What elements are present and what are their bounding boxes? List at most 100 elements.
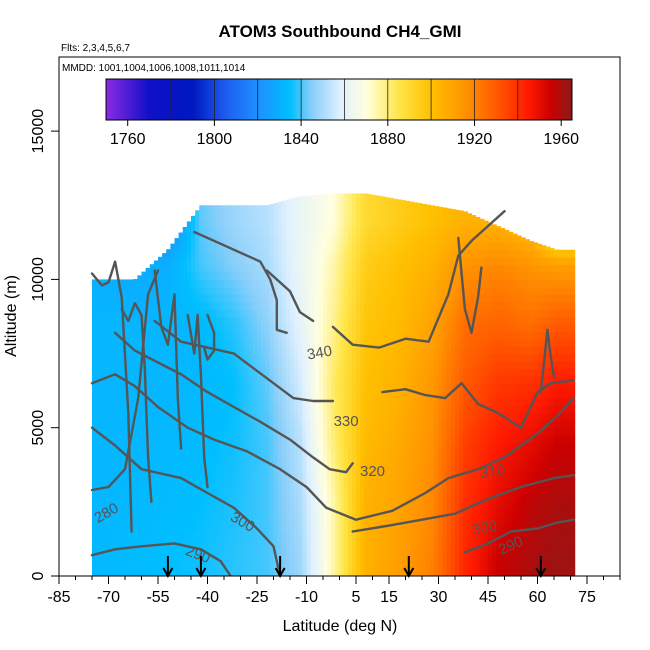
heatmap-cell xyxy=(215,561,221,570)
heatmap-cell xyxy=(327,301,332,310)
heatmap-cell xyxy=(108,516,114,525)
heatmap-cell xyxy=(339,360,345,369)
heatmap-cell xyxy=(492,286,497,295)
heatmap-cell xyxy=(327,323,332,332)
heatmap-cell xyxy=(191,331,196,340)
heatmap-cell xyxy=(290,457,295,466)
heatmap-cell xyxy=(368,294,374,303)
heatmap-cell xyxy=(108,375,114,384)
heatmap-cell xyxy=(405,249,411,258)
heatmap-cell xyxy=(162,442,167,451)
heatmap-cell xyxy=(450,405,456,414)
heatmap-cell xyxy=(364,509,369,518)
heatmap-cell xyxy=(434,501,440,510)
heatmap-cell xyxy=(380,264,386,273)
heatmap-cell xyxy=(277,398,283,407)
heatmap-cell xyxy=(393,294,398,303)
heatmap-cell xyxy=(203,375,209,384)
heatmap-cell xyxy=(376,472,382,481)
heatmap-cell xyxy=(100,546,105,555)
heatmap-cell xyxy=(290,516,295,525)
heatmap-cell xyxy=(430,331,435,340)
heatmap-cell xyxy=(228,242,233,251)
heatmap-cell xyxy=(376,279,382,288)
heatmap-cell xyxy=(438,242,444,251)
heatmap-cell xyxy=(248,264,254,273)
heatmap-cell xyxy=(178,242,184,251)
heatmap-cell xyxy=(166,509,171,518)
heatmap-cell xyxy=(310,412,316,421)
heatmap-cell xyxy=(112,346,118,355)
heatmap-cell xyxy=(252,272,258,281)
heatmap-cell xyxy=(290,309,295,318)
heatmap-cell xyxy=(488,568,493,576)
heatmap-cell xyxy=(504,464,510,473)
heatmap-cell xyxy=(413,398,419,407)
heatmap-cell xyxy=(162,568,167,576)
heatmap-cell xyxy=(224,487,229,496)
heatmap-cell xyxy=(298,472,303,481)
heatmap-cell xyxy=(384,561,390,570)
heatmap-cell xyxy=(290,316,295,325)
heatmap-cell xyxy=(158,442,163,451)
heatmap-cell xyxy=(450,264,456,273)
heatmap-cell xyxy=(215,435,221,444)
heatmap-cell xyxy=(475,346,481,355)
heatmap-cell xyxy=(360,509,365,518)
heatmap-cell xyxy=(492,338,497,347)
heatmap-cell xyxy=(409,390,415,399)
heatmap-cell xyxy=(401,457,407,466)
heatmap-cell xyxy=(207,257,213,266)
heatmap-cell xyxy=(347,286,353,295)
heatmap-cell xyxy=(228,427,233,436)
heatmap-cell xyxy=(434,509,440,518)
heatmap-cell xyxy=(318,561,324,570)
heatmap-cell xyxy=(397,383,402,392)
heatmap-cell xyxy=(409,279,415,288)
heatmap-cell xyxy=(257,524,262,533)
heatmap-cell xyxy=(430,294,435,303)
heatmap-cell xyxy=(310,442,316,451)
heatmap-cell xyxy=(463,524,468,533)
heatmap-cell xyxy=(257,360,262,369)
heatmap-cell xyxy=(372,464,378,473)
heatmap-cell xyxy=(182,368,188,377)
heatmap-cell xyxy=(207,524,213,533)
heatmap-cell xyxy=(351,383,357,392)
heatmap-cell xyxy=(397,331,402,340)
heatmap-cell xyxy=(446,220,452,229)
heatmap-cell xyxy=(318,234,324,243)
heatmap-cell xyxy=(409,457,415,466)
heatmap-cell xyxy=(409,201,415,206)
heatmap-cell xyxy=(104,316,110,325)
heatmap-cell xyxy=(422,524,427,533)
heatmap-cell xyxy=(244,538,250,547)
heatmap-cell xyxy=(314,568,320,576)
heatmap-cell xyxy=(265,420,270,429)
heatmap-cell xyxy=(455,457,460,466)
heatmap-cell xyxy=(343,501,349,510)
heatmap-cell xyxy=(182,390,188,399)
heatmap-cell xyxy=(310,390,316,399)
heatmap-cell xyxy=(463,353,468,362)
heatmap-cell xyxy=(450,524,456,533)
heatmap-cell xyxy=(285,220,291,229)
heatmap-cell xyxy=(430,479,435,488)
heatmap-cell xyxy=(191,360,196,369)
heatmap-cell xyxy=(236,360,242,369)
heatmap-cell xyxy=(236,279,242,288)
heatmap-cell xyxy=(92,412,97,421)
heatmap-cell xyxy=(467,479,473,488)
heatmap-cell xyxy=(186,457,192,466)
heatmap-cell xyxy=(162,257,167,266)
heatmap-cell xyxy=(244,531,250,540)
heatmap-cell xyxy=(347,279,353,288)
heatmap-cell xyxy=(219,368,225,377)
heatmap-cell xyxy=(380,501,386,510)
heatmap-cell xyxy=(252,398,258,407)
heatmap-cell xyxy=(137,286,143,295)
heatmap-cell xyxy=(306,368,312,377)
heatmap-cell xyxy=(335,360,341,369)
heatmap-cell xyxy=(244,272,250,281)
heatmap-cell xyxy=(339,197,345,206)
